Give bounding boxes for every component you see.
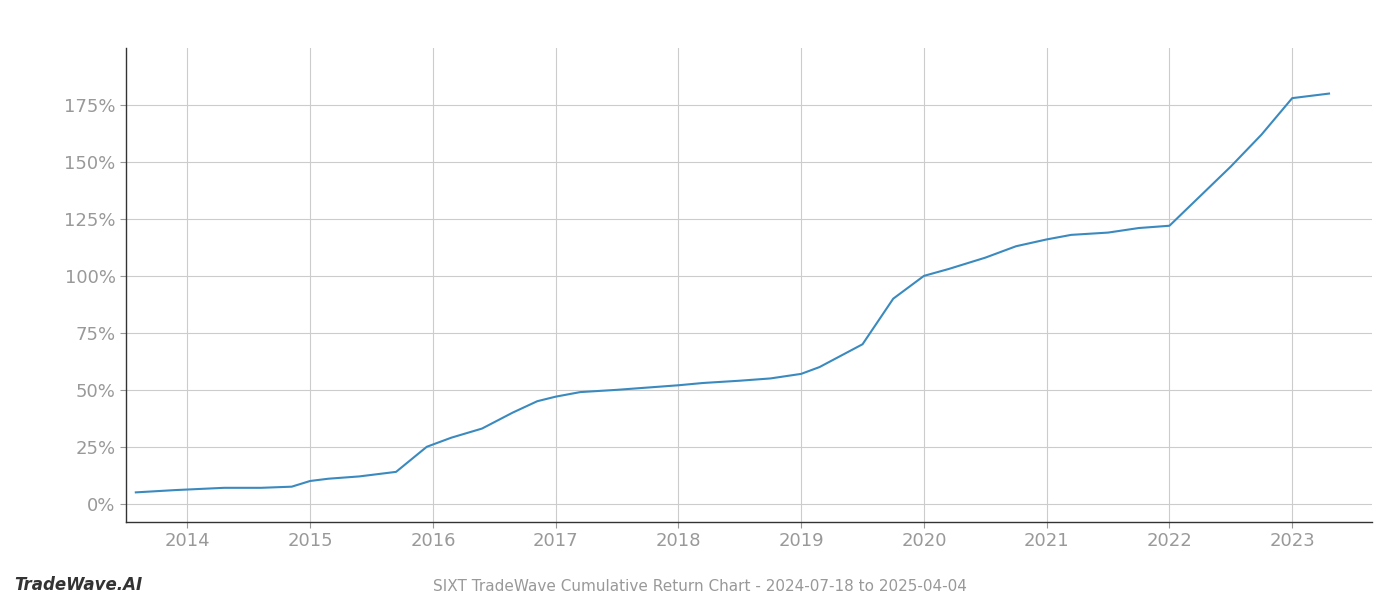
Text: TradeWave.AI: TradeWave.AI [14,576,143,594]
Text: SIXT TradeWave Cumulative Return Chart - 2024-07-18 to 2025-04-04: SIXT TradeWave Cumulative Return Chart -… [433,579,967,594]
